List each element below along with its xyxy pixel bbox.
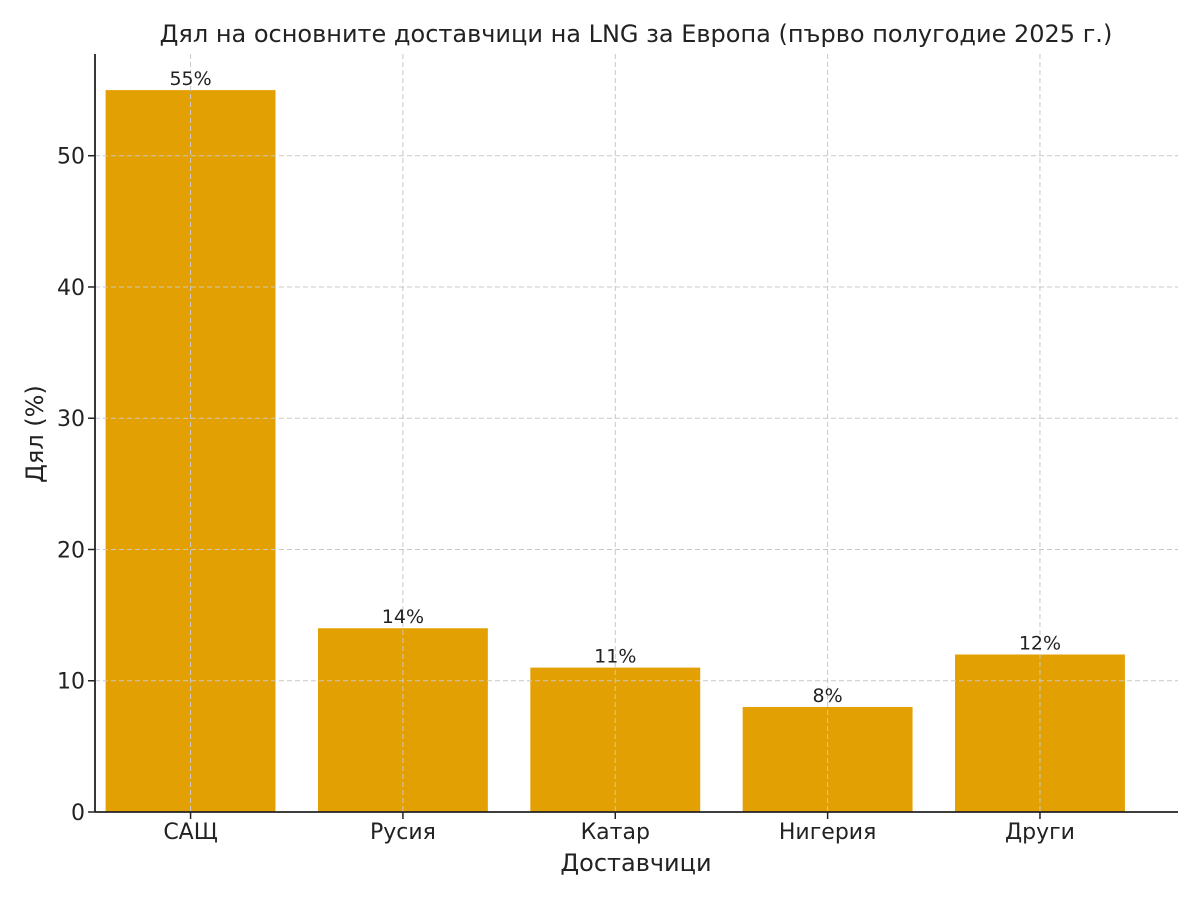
y-tick-label: 20 [57,538,85,563]
y-tick-label: 10 [57,670,85,695]
chart-title: Дял на основните доставчици на LNG за Ев… [160,20,1113,48]
x-tick-label: Нигерия [779,820,876,845]
x-tick-label: Други [1005,820,1075,845]
x-axis-label: Доставчици [560,849,711,877]
bar-value-label: 11% [594,646,636,668]
labels: САЩ Русия Катар Нигерия Други 55% 14% 11% 8% 12% [163,68,1075,845]
y-tick-label: 30 [57,407,85,432]
bar-value-label: 55% [169,68,211,90]
bar-3 [530,667,701,812]
axes: 0 10 20 30 40 50 [57,54,1178,826]
x-tick-label: САЩ [163,820,217,845]
y-axis-label: Дял (%) [21,385,49,483]
x-tick-label: Русия [370,820,436,845]
grid-lines [95,54,1178,812]
y-tick-label: 50 [57,145,85,170]
bar-value-label: 12% [1019,632,1061,654]
bar-value-label: 14% [382,606,424,628]
x-tick-label: Катар [581,820,650,845]
bar-value-label: 8% [813,685,843,707]
y-tick-label: 0 [71,801,85,826]
y-tick-label: 40 [57,276,85,301]
